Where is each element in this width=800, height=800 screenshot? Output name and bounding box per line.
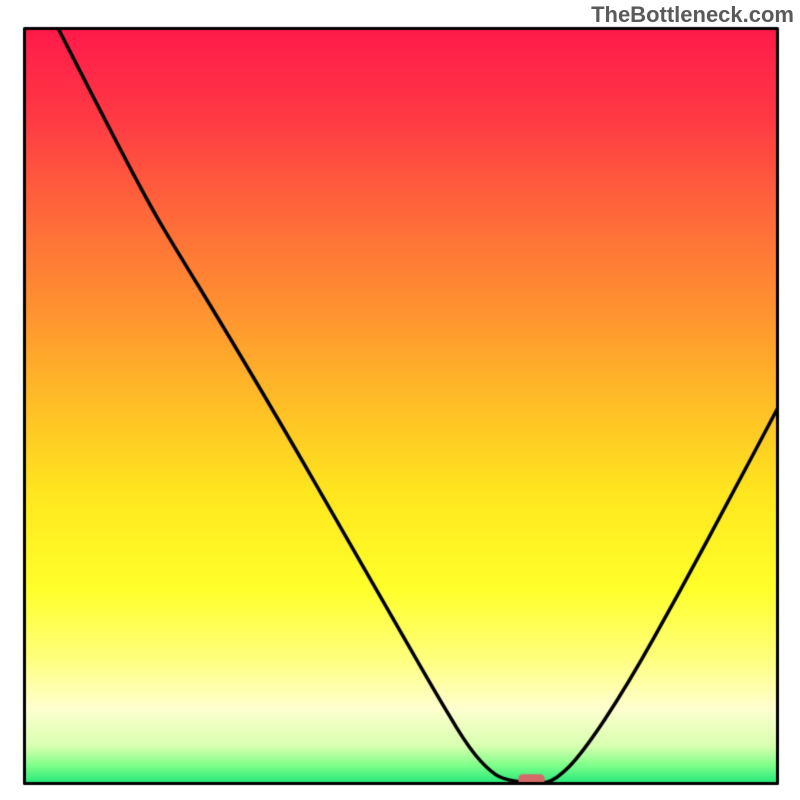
watermark-label: TheBottleneck.com [591, 2, 794, 28]
bottleneck-chart-canvas [0, 0, 800, 800]
chart-container: TheBottleneck.com [0, 0, 800, 800]
